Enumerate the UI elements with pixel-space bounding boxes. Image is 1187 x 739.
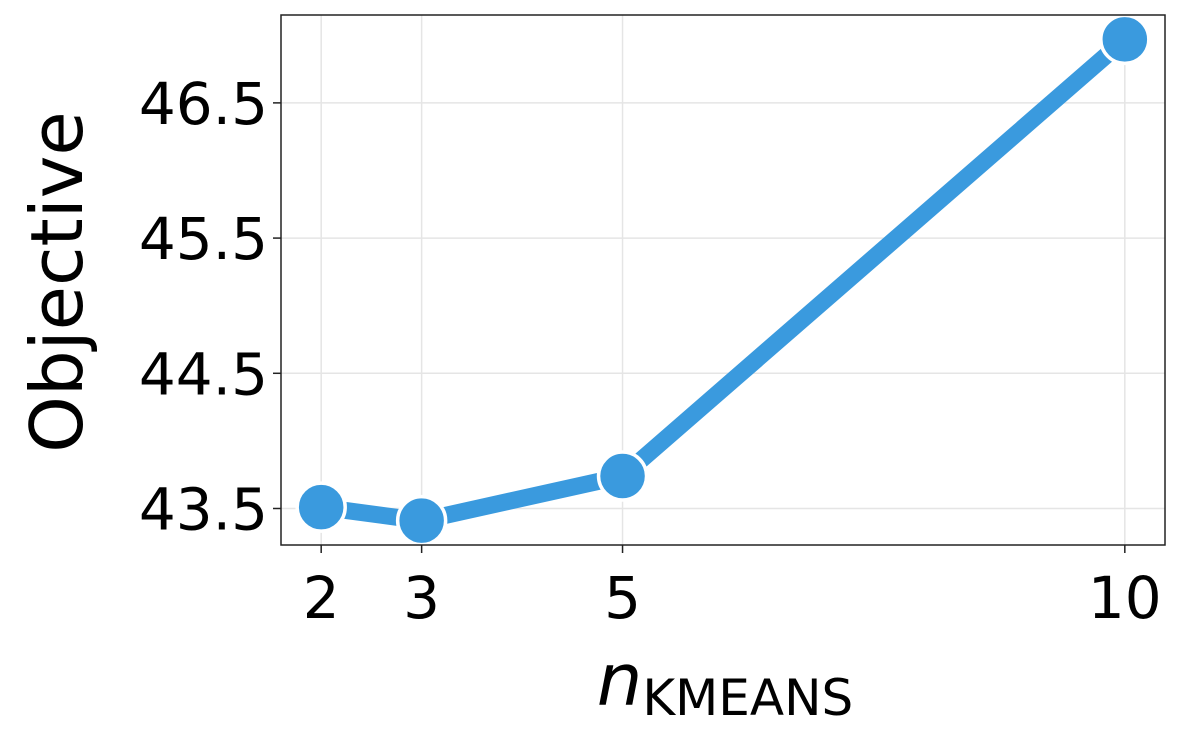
ticks: 2 3 5 10 43.5 44.5 45.5 46.5 [139, 70, 1162, 632]
x-axis-label: nKMEANS [597, 638, 854, 727]
x-tick-label: 10 [1088, 564, 1162, 632]
x-tick-label: 2 [303, 564, 340, 632]
x-tick-label: 3 [403, 564, 440, 632]
y-tick-label: 45.5 [139, 205, 268, 273]
data-point [295, 481, 347, 533]
x-axis-label-main: n [597, 638, 643, 722]
data-point [596, 450, 649, 502]
y-tick-label: 46.5 [139, 70, 268, 138]
y-tick-label: 44.5 [139, 340, 268, 408]
x-tick-label: 5 [604, 564, 641, 632]
y-axis-label: Objective [15, 111, 99, 452]
grid [281, 15, 1165, 545]
series-line [312, 30, 1134, 530]
x-axis-label-subscript: KMEANS [642, 669, 853, 727]
plot-frame [280, 14, 1166, 546]
series [295, 13, 1151, 547]
data-point [395, 494, 448, 547]
y-tick-label: 43.5 [139, 475, 268, 543]
data-point [1099, 13, 1151, 66]
